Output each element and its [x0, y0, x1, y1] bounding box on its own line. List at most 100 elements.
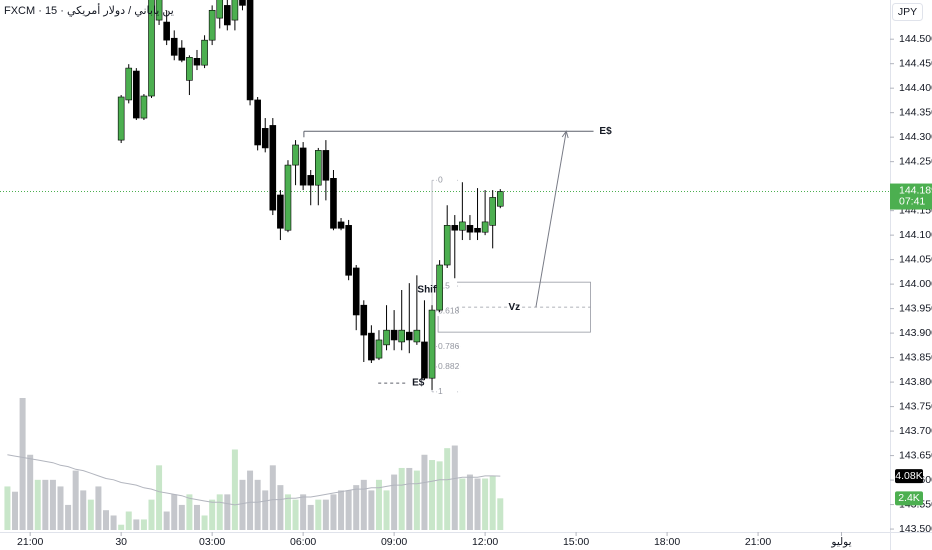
volume-bar: [338, 490, 345, 530]
volume-bar: [49, 479, 56, 530]
candle-body: [117, 96, 125, 141]
x-tick-label: 21:00: [17, 536, 43, 548]
volume-bar: [375, 479, 382, 530]
fib-label: 1: [438, 386, 443, 396]
volume-bar: [27, 454, 34, 530]
candle-body: [125, 67, 133, 101]
volume-bar: [262, 490, 269, 530]
volume-bar: [4, 486, 11, 530]
volume-bar: [247, 470, 254, 530]
y-tick-label: 144.100: [899, 229, 932, 241]
volume-bar: [193, 504, 200, 530]
candle-body: [474, 227, 481, 233]
volume-bar: [80, 490, 87, 530]
candle-body: [489, 197, 496, 226]
volume-bar: [345, 490, 352, 530]
volume-bar: [133, 519, 140, 530]
volume-bar: [482, 478, 489, 530]
volume-bar: [254, 479, 261, 530]
candle-body: [261, 128, 269, 149]
shift-label: Shift: [417, 285, 440, 296]
x-tick-label: 12:00: [472, 536, 498, 548]
candle-body: [383, 329, 390, 346]
x-tick-label: 03:00: [199, 536, 225, 548]
candle-body: [292, 144, 299, 166]
volume-bar: [474, 478, 481, 530]
candle-body: [481, 221, 489, 233]
y-tick-label: 144.050: [899, 253, 932, 265]
volume-bar: [277, 485, 284, 530]
candle-body: [193, 57, 201, 66]
candle-body: [443, 225, 451, 266]
candle-body: [299, 147, 307, 186]
volume-bar: [231, 449, 238, 530]
volume-bar: [178, 504, 185, 530]
volume-bar: [353, 485, 360, 530]
plot-area: Vz 0 0.5 0.618 0.786 0.882 1 E$ E$ Shift: [0, 0, 890, 530]
volume-bar: [239, 479, 246, 530]
volume-bar: [102, 510, 109, 530]
candle-body: [496, 191, 504, 207]
volume-bar: [436, 461, 443, 530]
volume-bar: [421, 454, 428, 530]
candle-body: [315, 150, 322, 186]
volume-bar: [148, 499, 155, 530]
volume-bar: [140, 519, 147, 530]
volume-bar: [429, 460, 436, 530]
volume-ma-line: [7, 454, 501, 506]
volume-bar: [209, 499, 216, 530]
volume-bar: [406, 467, 413, 530]
y-tick-label: 143.750: [899, 400, 932, 412]
y-tick-label: 144.500: [899, 33, 932, 45]
candle-body: [216, 0, 224, 19]
fib-label-bg: [437, 386, 458, 397]
x-tick-label: 06:00: [290, 536, 316, 548]
candle-body: [330, 178, 337, 229]
candle-body: [170, 37, 178, 56]
x-tick-label: 30: [115, 536, 127, 548]
candle-body: [352, 267, 360, 316]
candle-body: [345, 225, 352, 276]
volume-bar: [398, 467, 405, 530]
volume-bar: [284, 494, 291, 530]
candle-body: [163, 21, 170, 41]
volume-tag: [895, 469, 923, 484]
volume-bar: [95, 486, 102, 530]
candle-body: [208, 9, 216, 41]
volume-bar: [125, 511, 132, 530]
currency-box[interactable]: [892, 3, 923, 21]
currency[interactable]: JPY: [898, 6, 917, 18]
volume-bar: [87, 499, 94, 530]
zone-label: Vz: [508, 302, 520, 313]
candle-body: [466, 225, 474, 233]
title-bg: [0, 3, 122, 19]
volume-bar: [300, 494, 307, 530]
volume-bar: [118, 524, 125, 530]
y-tick-label: 144.300: [899, 131, 932, 143]
volume-bar: [216, 494, 223, 530]
volume-bar: [322, 499, 329, 530]
candle-body: [224, 5, 231, 26]
volume-tag: [895, 491, 923, 506]
fib-label: 0.786: [438, 341, 460, 351]
last-price-label: 144.189: [899, 184, 932, 196]
candle-body: [368, 332, 375, 361]
x-tick-label: 21:00: [745, 536, 771, 548]
candle-body: [201, 39, 208, 66]
y-tick-label: 144.450: [899, 57, 932, 69]
volume-bar: [497, 498, 504, 530]
arrow-head: [561, 130, 569, 139]
y-tick-label: 144.000: [899, 278, 932, 290]
volume-bar: [413, 470, 420, 530]
last-price-tag: [890, 183, 932, 210]
fib-label-bg: [437, 281, 458, 292]
volume-bar: [444, 448, 451, 530]
candle-body: [421, 341, 428, 379]
axes: 144.500 144.450 144.400 144.350 144.300 144.2…: [17, 33, 932, 548]
volume-bar: [360, 479, 367, 530]
volume-bar: [171, 494, 178, 530]
y-tick-label: 144.250: [899, 155, 932, 167]
volume-bar: [163, 511, 170, 530]
candle-body: [451, 225, 459, 231]
candle-body: [390, 329, 398, 341]
